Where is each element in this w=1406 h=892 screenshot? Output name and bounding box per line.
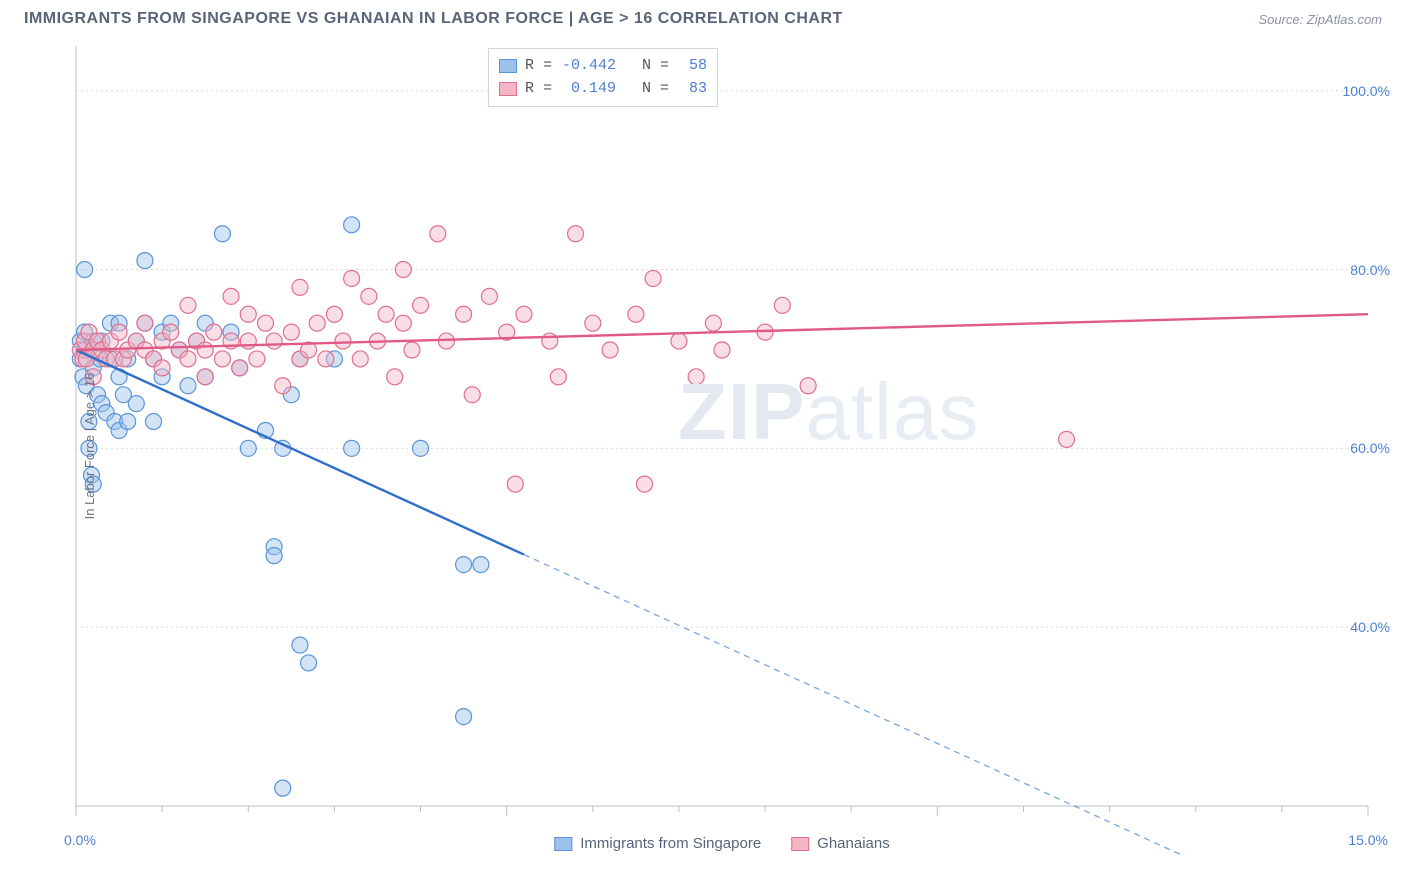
legend-item: Ghanaians xyxy=(791,835,890,852)
x-max-label: 15.0% xyxy=(1348,832,1388,848)
y-tick-label: 100.0% xyxy=(1330,83,1390,99)
legend-item: Immigrants from Singapore xyxy=(554,835,761,852)
y-tick-label: 80.0% xyxy=(1330,262,1390,278)
legend-swatch xyxy=(791,837,809,851)
stat-r-label: R = xyxy=(525,55,552,78)
scatter-chart xyxy=(58,36,1386,856)
stats-row: R = 0.149 N = 83 xyxy=(499,78,707,101)
source-label: Source: ZipAtlas.com xyxy=(1258,12,1382,27)
stat-r-value: -0.442 xyxy=(560,55,616,78)
series-swatch xyxy=(499,59,517,73)
stat-n-label: N = xyxy=(624,78,669,101)
bottom-legend: Immigrants from Singapore Ghanaians xyxy=(554,835,889,852)
stat-r-label: R = xyxy=(525,78,552,101)
legend-label: Ghanaians xyxy=(817,835,890,852)
x-min-label: 0.0% xyxy=(64,832,96,848)
stats-row: R = -0.442 N = 58 xyxy=(499,55,707,78)
stats-legend-box: R = -0.442 N = 58 R = 0.149 N = 83 xyxy=(488,48,718,107)
y-tick-label: 60.0% xyxy=(1330,440,1390,456)
title-bar: IMMIGRANTS FROM SINGAPORE VS GHANAIAN IN… xyxy=(0,0,1406,36)
chart-area: In Labor Force | Age > 16 ZIPatlas R =-0… xyxy=(58,36,1386,856)
stat-r-value: 0.149 xyxy=(560,78,616,101)
stat-n-label: N = xyxy=(624,55,669,78)
series-swatch xyxy=(499,82,517,96)
stat-n-value: 58 xyxy=(677,55,707,78)
legend-label: Immigrants from Singapore xyxy=(580,835,761,852)
legend-swatch xyxy=(554,837,572,851)
chart-title: IMMIGRANTS FROM SINGAPORE VS GHANAIAN IN… xyxy=(24,10,843,28)
y-axis-label: In Labor Force | Age > 16 xyxy=(82,373,97,520)
stat-n-value: 83 xyxy=(677,78,707,101)
y-tick-label: 40.0% xyxy=(1330,619,1390,635)
